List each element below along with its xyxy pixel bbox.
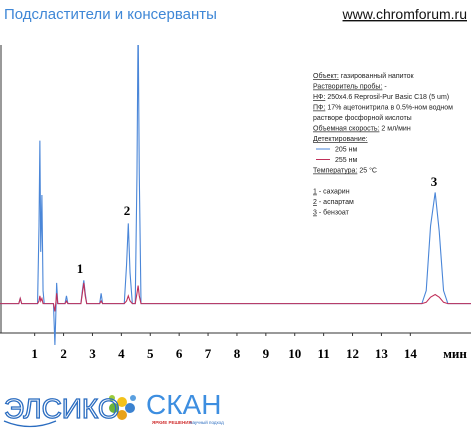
peak-label: 1 <box>77 261 84 276</box>
info-value: 250x4.6 Reprosil-Pur Basic C18 (5 um) <box>327 94 449 101</box>
info-value: 17% ацетонитрила в 0.5%-ном водном <box>327 105 453 112</box>
info-value: - <box>384 84 387 91</box>
x-tick-label: 11 <box>317 346 329 361</box>
x-tick-label: 1 <box>31 346 38 361</box>
info-line: Растворитель пробы: - <box>313 83 387 91</box>
x-tick-label: 13 <box>375 346 389 361</box>
info-label: НФ: <box>313 94 325 101</box>
slogan: научный подход <box>190 419 224 425</box>
x-tick-label: 5 <box>147 346 154 361</box>
x-tick-label: 4 <box>118 346 125 361</box>
info-line: ПФ: 17% ацетонитрила в 0.5%-ном водном <box>313 105 453 112</box>
info-line: 3- бензоат <box>313 209 350 217</box>
info-label: Детектирование: <box>313 136 368 143</box>
peak-name: - сахарин <box>319 189 350 196</box>
x-axis-label: мин <box>443 346 467 361</box>
info-line: растворе фосфорной кислоты <box>313 114 412 122</box>
peak-number: 1 <box>313 189 317 196</box>
x-tick-label: 14 <box>404 346 418 361</box>
logo-arc <box>3 420 57 428</box>
info-value: растворе фосфорной кислоты <box>313 114 412 122</box>
x-tick-label: 9 <box>263 346 270 361</box>
info-label: ПФ: <box>313 105 325 112</box>
legend-label: 205 нм <box>335 147 357 154</box>
info-value: 2 мл/мин <box>381 126 410 133</box>
x-tick-label: 3 <box>89 346 96 361</box>
peak-label: 2 <box>124 203 131 218</box>
x-tick-label: 8 <box>234 346 241 361</box>
info-label: Объемная скорость: <box>313 125 379 133</box>
info-line: Объект: газированный напиток <box>313 72 415 80</box>
x-tick-label: 12 <box>346 346 359 361</box>
peak-number: 2 <box>313 199 317 206</box>
info-value: 25 °C <box>359 167 377 175</box>
info-value: газированный напиток <box>341 72 415 80</box>
logo-right: СКАН <box>146 389 221 420</box>
traces <box>0 45 471 345</box>
info-label: Объект: <box>313 72 339 80</box>
slogan: ЯРКИЕ РЕШЕНИЯ <box>152 420 192 425</box>
x-tick-label: 10 <box>288 346 301 361</box>
info-line: НФ: 250x4.6 Reprosil-Pur Basic C18 (5 um) <box>313 94 449 101</box>
logo-left: ЭЛСИКО <box>4 393 120 424</box>
peak-label: 3 <box>431 174 438 189</box>
x-tick-label: 7 <box>205 346 212 361</box>
peak-name: - аспартам <box>319 199 354 206</box>
legend-label: 255 нм <box>335 157 357 164</box>
info-label: Температура: <box>313 168 357 175</box>
peak-name: - бензоат <box>319 209 350 217</box>
info-line: Температура: 25 °C <box>313 167 377 175</box>
info-line: 2- аспартам <box>313 199 354 206</box>
page-title: Подсластители и консерванты <box>4 6 217 23</box>
site-link[interactable]: www.chromforum.ru <box>342 6 467 22</box>
x-tick-label: 2 <box>60 346 67 361</box>
info-line: Детектирование: <box>313 136 368 143</box>
x-tick-label: 6 <box>176 346 183 361</box>
peak-number: 3 <box>313 210 317 217</box>
logo-flower <box>109 395 136 420</box>
info-line: Объемная скорость: 2 мл/мин <box>313 125 411 133</box>
info-line: 1- сахарин <box>313 189 350 196</box>
trace <box>0 282 471 312</box>
trace <box>0 45 471 345</box>
info-label: Растворитель пробы: <box>313 83 382 91</box>
